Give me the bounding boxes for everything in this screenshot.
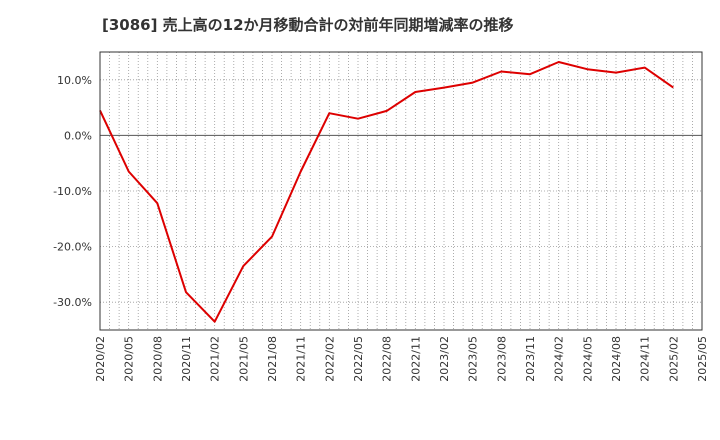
y-tick-label: -20.0% [53, 241, 92, 254]
series-line [99, 61, 674, 323]
x-tick-label: 2023/02 [438, 336, 451, 382]
x-tick-label: 2020/11 [180, 336, 193, 382]
y-tick-label: 0.0% [64, 129, 92, 142]
x-tick-label: 2021/11 [295, 336, 308, 382]
x-tick-label: 2024/08 [610, 336, 623, 382]
y-axis-ticks: 10.0% 0.0% -10.0% -20.0% -30.0% [53, 74, 92, 309]
x-tick-label: 2023/08 [495, 336, 508, 382]
x-tick-label: 2020/02 [94, 336, 107, 382]
x-tick-label: 2021/02 [209, 336, 222, 382]
x-tick-label: 2023/05 [467, 336, 480, 382]
x-tick-label: 2025/02 [667, 336, 680, 382]
x-tick-label: 2023/11 [524, 336, 537, 382]
x-axis-ticks: 2020/02 2020/05 2020/08 2020/11 2021/02 2021/… [94, 336, 709, 382]
x-tick-label: 2021/05 [237, 336, 250, 382]
x-tick-label: 2025/05 [696, 336, 709, 382]
y-tick-label: -30.0% [53, 296, 92, 309]
chart-title: [3086] 売上高の12か月移動合計の対前年同期増減率の推移 [102, 16, 514, 34]
series-layer [99, 61, 674, 323]
x-tick-label: 2022/08 [381, 336, 394, 382]
x-tick-label: 2024/05 [581, 336, 594, 382]
y-tick-label: 10.0% [57, 74, 92, 87]
x-tick-label: 2022/05 [352, 336, 365, 382]
x-tick-label: 2024/11 [639, 336, 652, 382]
x-tick-label: 2022/11 [409, 336, 422, 382]
grid [100, 52, 702, 330]
x-tick-label: 2021/08 [266, 336, 279, 382]
x-tick-label: 2020/08 [151, 336, 164, 382]
x-tick-label: 2020/05 [123, 336, 136, 382]
plot-frame [99, 51, 703, 331]
x-tick-label: 2022/02 [323, 336, 336, 382]
x-tick-label: 2024/02 [553, 336, 566, 382]
y-tick-label: -10.0% [53, 185, 92, 198]
